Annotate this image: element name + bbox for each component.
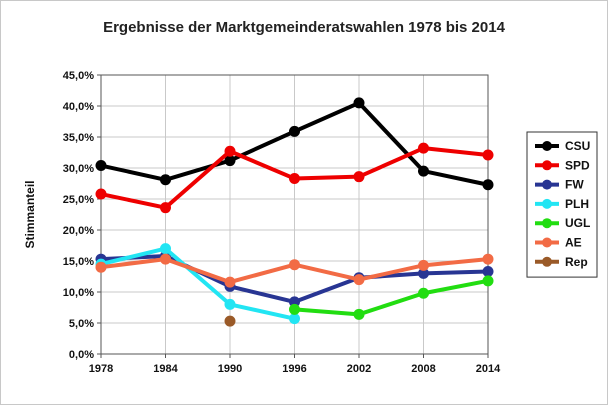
data-point-ae <box>353 274 365 286</box>
data-point-ae <box>289 259 300 271</box>
series-rep <box>224 315 236 327</box>
x-axis: 1978 1984 1990 1996 2002 2008 2014 <box>89 354 501 375</box>
legend-swatch-marker <box>542 160 552 171</box>
legend-swatch-marker <box>542 218 552 229</box>
series-plh <box>95 243 300 325</box>
legend-label: AE <box>565 236 582 250</box>
data-point-ae <box>418 259 429 271</box>
x-tick-label: 2014 <box>476 363 501 375</box>
legend-item-ugl: UGL <box>535 216 590 230</box>
series-csu <box>95 97 494 191</box>
legend-swatch-marker <box>542 237 552 248</box>
y-axis: 0,0% 5,0% 10,0% 15,0% 20,0% 25,0% 30,0% 35,0% 40… <box>63 70 101 361</box>
legend-item-spd: SPD <box>535 158 590 172</box>
data-point-spd <box>482 149 494 161</box>
legend-label: Rep <box>565 255 588 269</box>
legend-item-plh: PLH <box>535 197 589 211</box>
data-point-rep <box>224 315 236 327</box>
data-point-csu <box>224 155 236 167</box>
series-group <box>95 97 494 327</box>
data-point-spd <box>289 173 300 185</box>
legend-item-csu: CSU <box>535 139 590 153</box>
data-point-spd <box>160 202 171 214</box>
legend-item-rep: Rep <box>535 255 588 269</box>
y-tick-label: 0,0% <box>69 349 94 361</box>
data-point-csu <box>95 160 107 172</box>
series-ae <box>95 253 494 288</box>
y-tick-label: 15,0% <box>63 256 94 268</box>
y-tick-label: 5,0% <box>69 318 94 330</box>
legend-item-fw: FW <box>535 178 584 192</box>
data-point-fw <box>482 266 494 278</box>
legend-swatch-marker <box>542 256 552 267</box>
legend-label: SPD <box>565 158 590 172</box>
series-line-plh <box>99 246 297 321</box>
x-tick-label: 1996 <box>282 363 306 375</box>
data-point-spd <box>224 145 236 157</box>
data-point-ae <box>160 253 171 265</box>
y-tick-label: 40,0% <box>63 101 94 113</box>
series-ugl <box>289 275 494 320</box>
legend-label: PLH <box>565 197 589 211</box>
data-point-spd <box>353 171 365 183</box>
data-point-plh <box>160 243 171 255</box>
data-point-csu <box>289 125 300 137</box>
y-tick-label: 35,0% <box>63 132 94 144</box>
chart-title: Ergebnisse der Marktgemeinderatswahlen 1… <box>103 19 506 36</box>
x-tick-label: 2002 <box>347 363 371 375</box>
legend-label: UGL <box>565 216 590 230</box>
x-tick-label: 2008 <box>411 363 435 375</box>
data-point-ugl <box>418 287 429 299</box>
legend: CSU SPD FW PLH UGL AE Rep <box>526 131 598 278</box>
data-point-ugl <box>289 303 300 315</box>
data-point-csu <box>482 179 494 191</box>
y-axis-label: Stimmanteil <box>23 180 37 248</box>
data-point-spd <box>95 188 107 200</box>
data-point-csu <box>418 165 429 177</box>
data-point-ae <box>224 276 236 288</box>
legend-label: FW <box>565 178 584 192</box>
data-point-ae <box>95 261 107 273</box>
x-tick-label: 1978 <box>89 363 113 375</box>
series-line-ugl <box>292 278 490 317</box>
data-point-fw <box>418 267 429 279</box>
data-point-ae <box>482 253 494 265</box>
y-tick-label: 45,0% <box>63 70 94 82</box>
y-tick-label: 30,0% <box>63 163 94 175</box>
legend-label: CSU <box>565 139 590 153</box>
y-tick-label: 25,0% <box>63 194 94 206</box>
data-point-csu <box>160 174 171 186</box>
data-point-ugl <box>482 275 494 287</box>
data-point-plh <box>289 313 300 325</box>
x-tick-label: 1984 <box>153 363 178 375</box>
series-spd <box>95 142 494 214</box>
x-tick-label: 1990 <box>218 363 242 375</box>
legend-swatch-marker <box>542 179 552 190</box>
data-point-ugl <box>353 308 365 320</box>
legend-swatch-marker <box>542 141 552 151</box>
legend-item-ae: AE <box>535 236 582 250</box>
y-tick-label: 10,0% <box>63 287 94 299</box>
data-point-spd <box>418 142 429 154</box>
legend-swatch-marker <box>542 198 552 209</box>
y-tick-label: 20,0% <box>63 225 94 237</box>
data-point-plh <box>224 298 236 310</box>
data-point-csu <box>353 97 365 109</box>
